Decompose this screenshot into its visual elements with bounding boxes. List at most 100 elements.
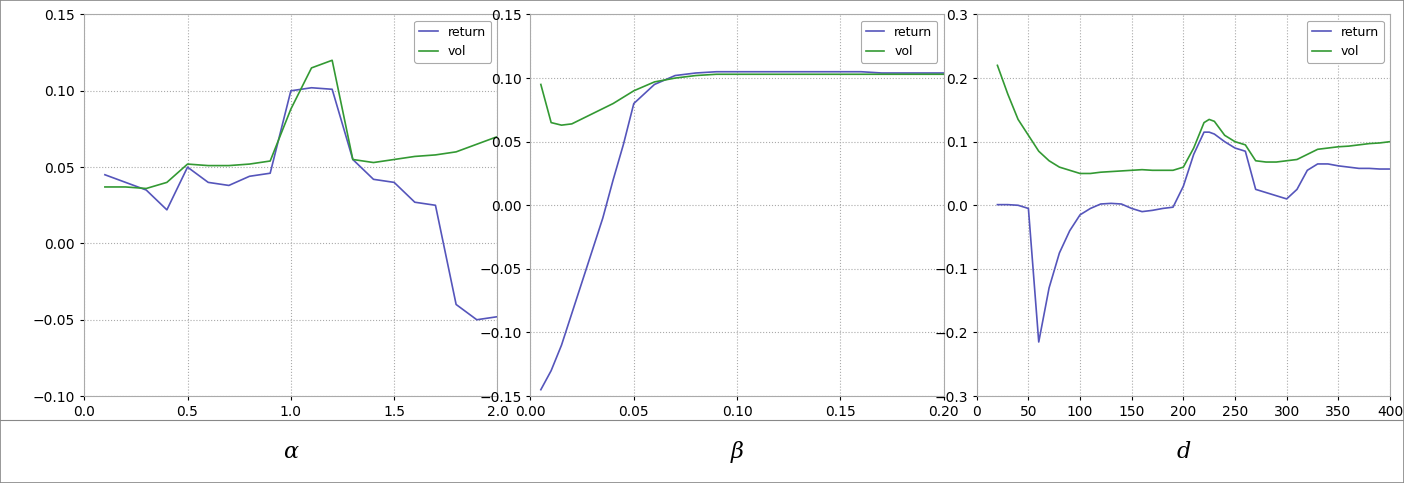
return [833, 69, 849, 74]
vol [750, 71, 767, 77]
vol [427, 152, 444, 158]
vol [532, 82, 549, 87]
vol [159, 180, 176, 185]
vol [1040, 158, 1057, 164]
vol [199, 163, 216, 169]
vol [1309, 146, 1325, 152]
return [97, 172, 114, 178]
return [729, 69, 746, 74]
return [138, 187, 154, 193]
vol [261, 158, 278, 164]
return [180, 164, 197, 170]
vol [1196, 120, 1213, 126]
vol [1341, 143, 1358, 149]
return [543, 368, 560, 373]
vol [543, 120, 560, 126]
return [1227, 145, 1244, 151]
Legend: return, vol: return, vol [1307, 21, 1384, 63]
return [584, 247, 601, 253]
vol [1082, 170, 1099, 176]
return [667, 72, 684, 78]
vol [1268, 159, 1285, 165]
vol [1113, 168, 1130, 174]
return [1278, 196, 1294, 202]
return [303, 85, 320, 91]
vol [386, 156, 403, 162]
return [117, 180, 133, 185]
vol [406, 154, 423, 159]
return [1113, 201, 1130, 207]
vol [1299, 152, 1316, 157]
return [365, 176, 382, 182]
vol [615, 94, 632, 100]
return [199, 180, 216, 185]
return [1092, 201, 1109, 207]
vol [241, 161, 258, 167]
vol [1351, 142, 1367, 148]
vol [667, 75, 684, 81]
return [159, 207, 176, 213]
vol [894, 71, 911, 77]
vol [117, 184, 133, 190]
vol [625, 88, 642, 94]
return [1196, 129, 1213, 135]
vol [935, 71, 952, 77]
vol [97, 184, 114, 190]
vol [605, 100, 622, 106]
Line: return: return [541, 71, 943, 390]
vol [574, 116, 591, 122]
return [1351, 166, 1367, 171]
return [894, 70, 911, 76]
vol [1123, 168, 1140, 173]
vol [180, 161, 197, 167]
vol [688, 72, 705, 78]
return [1061, 228, 1078, 234]
Legend: return, vol: return, vol [414, 21, 491, 63]
return [406, 199, 423, 205]
return [1009, 202, 1026, 208]
vol [914, 71, 931, 77]
vol [1164, 168, 1181, 173]
return [1164, 204, 1181, 210]
return [1071, 212, 1088, 218]
Text: d: d [1177, 440, 1191, 463]
vol [988, 62, 1005, 68]
vol [1102, 169, 1119, 174]
vol [646, 79, 663, 85]
Text: β: β [730, 440, 744, 463]
return [324, 86, 341, 92]
return [1102, 200, 1119, 206]
vol [1019, 132, 1036, 138]
vol [220, 163, 237, 169]
vol [1206, 118, 1223, 124]
vol [303, 65, 320, 71]
return [1082, 206, 1099, 212]
vol [1133, 167, 1150, 172]
return [646, 82, 663, 87]
return [1237, 148, 1254, 154]
vol [324, 57, 341, 63]
vol [1360, 141, 1377, 146]
vol [1185, 145, 1202, 151]
return [532, 387, 549, 393]
return [1247, 186, 1264, 192]
vol [584, 111, 601, 116]
vol [1031, 148, 1047, 154]
return [241, 173, 258, 179]
return [1289, 186, 1306, 192]
vol [594, 106, 611, 112]
return [688, 70, 705, 76]
vol [1382, 139, 1398, 144]
return [594, 215, 611, 221]
return [1019, 206, 1036, 212]
return [1372, 166, 1389, 172]
return [852, 69, 869, 74]
Line: vol: vol [105, 60, 497, 188]
vol [729, 71, 746, 77]
return [790, 69, 807, 74]
return [220, 183, 237, 188]
vol [1330, 144, 1346, 150]
Line: vol: vol [997, 65, 1390, 173]
vol [1216, 132, 1233, 138]
vol [1247, 158, 1264, 164]
